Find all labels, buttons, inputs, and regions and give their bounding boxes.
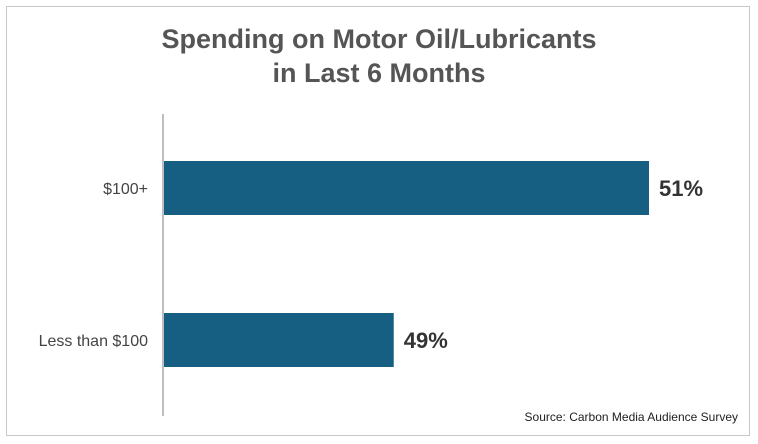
chart-title-line-2: in Last 6 Months <box>272 58 486 88</box>
bar-0 <box>164 161 649 215</box>
chart-title-line-1: Spending on Motor Oil/Lubricants <box>161 24 597 54</box>
category-label-0: $100+ <box>103 181 148 198</box>
category-label-1: Less than $100 <box>39 333 149 350</box>
value-label-1: 49% <box>404 328 448 353</box>
chart-title: Spending on Motor Oil/Lubricants in Last… <box>0 22 758 90</box>
bar-1 <box>164 313 394 367</box>
value-label-0: 51% <box>659 176 703 201</box>
source-note: Source: Carbon Media Audience Survey <box>524 410 738 424</box>
